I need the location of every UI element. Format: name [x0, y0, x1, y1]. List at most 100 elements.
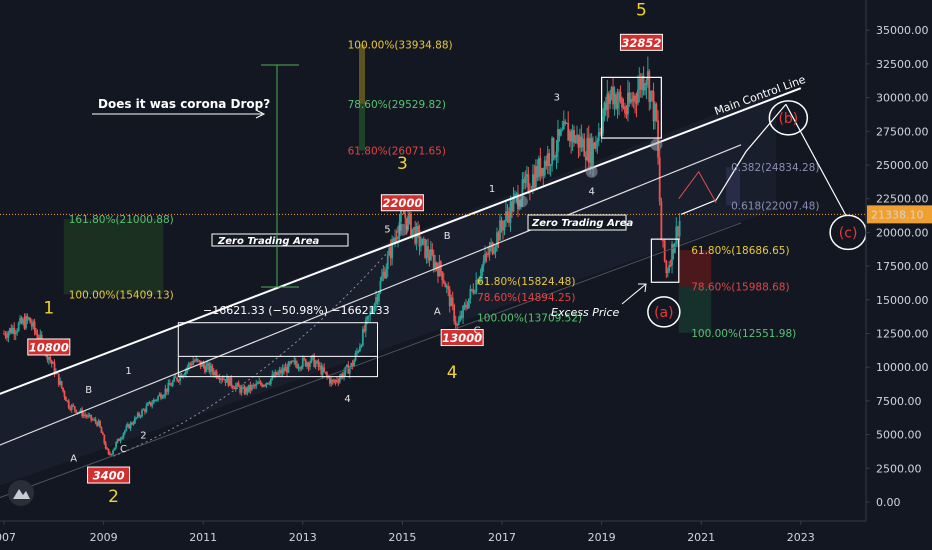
candle	[252, 382, 255, 389]
candle-body	[246, 387, 249, 392]
candle	[583, 133, 586, 157]
candle	[407, 209, 409, 231]
candle	[523, 172, 525, 190]
candle-body	[4, 333, 7, 337]
candle-body	[142, 409, 145, 411]
candle-body	[81, 409, 84, 417]
candle-body	[421, 238, 424, 245]
candle	[183, 372, 186, 376]
candle	[347, 361, 350, 374]
candle-body	[639, 78, 642, 90]
wave-label-minor: 4	[344, 394, 350, 405]
tradingview-logo-icon[interactable]	[8, 480, 34, 506]
candle-body	[450, 297, 453, 307]
candle	[20, 315, 23, 325]
candle-body	[278, 370, 281, 373]
price-box-label: 3400	[93, 469, 125, 483]
candle-body	[124, 430, 126, 433]
candle-body	[657, 120, 659, 158]
wave-label-minor: C	[474, 326, 481, 337]
candle-body	[204, 366, 206, 373]
candle	[324, 371, 327, 375]
candle	[155, 398, 158, 402]
candle	[463, 302, 466, 310]
candle-body	[590, 138, 593, 166]
candle-body	[113, 447, 116, 451]
candle	[201, 361, 203, 367]
candle-body	[300, 367, 303, 369]
candle-body	[636, 89, 639, 104]
candle	[50, 359, 53, 368]
candle-body	[654, 103, 656, 122]
candle-body	[20, 317, 23, 324]
candle	[651, 90, 654, 102]
candle	[391, 235, 394, 266]
candle	[23, 313, 26, 330]
candle-body	[512, 196, 515, 212]
candle-body	[261, 384, 263, 387]
candle-body	[242, 387, 244, 389]
candle-body	[603, 103, 606, 117]
candle	[209, 362, 212, 377]
candle-body	[67, 400, 70, 408]
candle-body	[218, 378, 221, 381]
candle	[110, 453, 113, 456]
y-tick-label: 15000.00	[876, 294, 929, 307]
candle	[444, 281, 447, 288]
wave-label-minor: 5	[384, 224, 390, 235]
candle-body	[330, 379, 333, 384]
candle-body	[526, 174, 528, 177]
candle-body	[673, 243, 676, 253]
candle-body	[128, 424, 131, 429]
candle-body	[453, 305, 456, 322]
mid-channel-line	[0, 144, 742, 446]
excess-arrowhead	[638, 283, 647, 293]
candle	[70, 403, 73, 413]
candle	[375, 290, 377, 311]
candle-body	[85, 415, 88, 417]
candle-body	[634, 95, 636, 101]
candle	[227, 375, 230, 388]
candle-body	[627, 92, 629, 115]
price-box-label: 22000	[382, 196, 422, 210]
price-box	[87, 466, 131, 484]
candle	[669, 259, 672, 268]
candle-body	[505, 211, 507, 221]
candle	[328, 376, 331, 387]
candle	[154, 399, 157, 402]
candle	[428, 249, 431, 267]
candle-body	[508, 215, 510, 223]
candle-body	[109, 454, 111, 456]
candle	[59, 377, 62, 386]
candle-body	[186, 367, 189, 370]
candle	[138, 411, 141, 418]
candle	[654, 101, 656, 130]
candle	[648, 68, 651, 111]
candle-body	[615, 94, 617, 109]
candle-body	[192, 360, 195, 365]
fib-zone-blue	[726, 167, 741, 206]
candle-body	[663, 240, 666, 261]
candle	[239, 385, 242, 395]
candle-body	[677, 226, 679, 237]
candle	[509, 195, 512, 232]
candle	[635, 92, 638, 118]
candle-body	[309, 362, 311, 367]
candle-body	[554, 157, 556, 159]
candle-body	[412, 227, 415, 229]
candle-body	[435, 262, 438, 268]
candle-body	[190, 364, 193, 366]
candle-body	[602, 116, 604, 133]
candle	[562, 110, 565, 130]
candle	[457, 316, 460, 326]
candle-body	[671, 243, 673, 266]
candle-body	[214, 371, 217, 376]
candle-body	[629, 99, 632, 103]
candle	[469, 284, 472, 304]
candle	[476, 278, 479, 285]
candle	[237, 380, 240, 387]
wave-a-box	[650, 238, 680, 283]
candle	[66, 400, 69, 403]
candle	[173, 374, 176, 383]
